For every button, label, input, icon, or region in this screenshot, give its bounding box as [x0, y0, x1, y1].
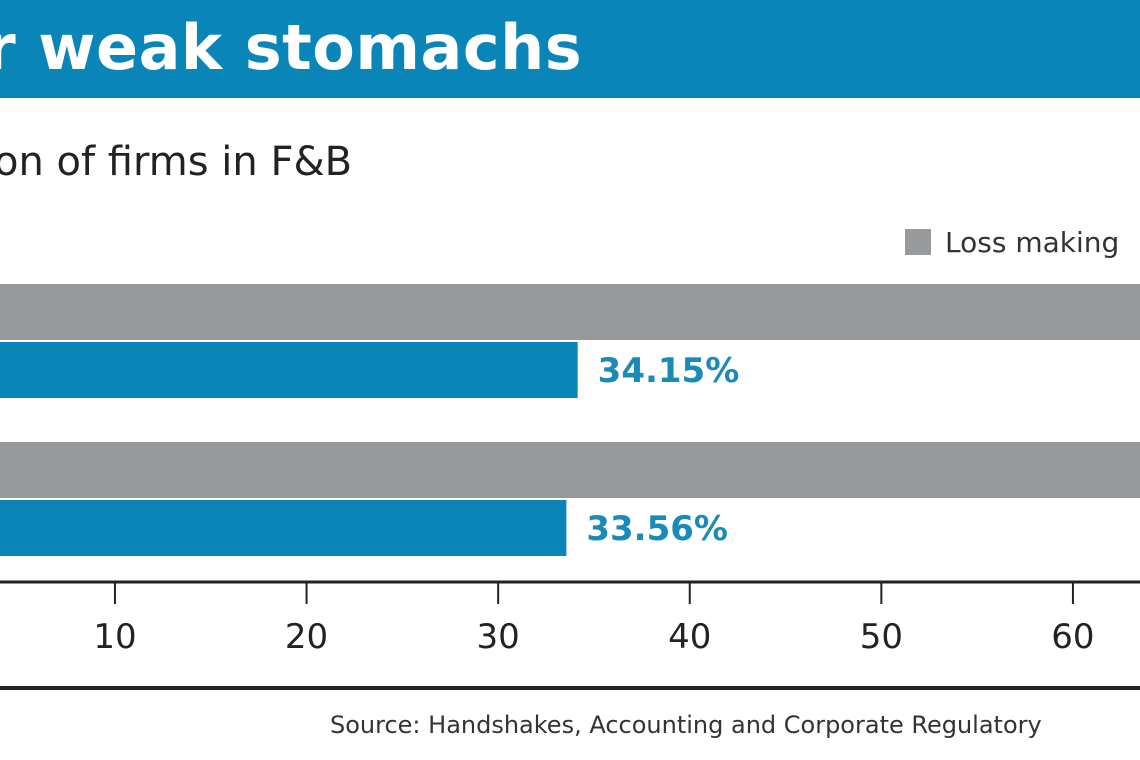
- bar-value-1: [0, 342, 578, 398]
- x-tick-label-40: 40: [668, 617, 711, 657]
- source-note: Source: Handshakes, Accounting and Corpo…: [330, 711, 1042, 739]
- bar-loss-making-1: [0, 284, 1140, 340]
- x-tick-label-30: 30: [477, 617, 520, 657]
- data-label-2: 33.56%: [586, 509, 728, 549]
- bar-value-2: [0, 500, 567, 556]
- data-label-1: 34.15%: [598, 351, 740, 391]
- bar-loss-making-2: [0, 442, 1140, 498]
- x-tick-label-50: 50: [860, 617, 903, 657]
- title-band: or weak stomachs: [0, 0, 1140, 98]
- x-tick-label-10: 10: [93, 617, 136, 657]
- bar-chart: 34.15% 33.56% 10 20 30 40 50 60: [0, 284, 1140, 690]
- legend-label-loss-making: Loss making: [945, 225, 1120, 259]
- chart-subtitle: on of firms in F&B: [0, 139, 353, 185]
- chart-title: or weak stomachs: [0, 11, 583, 84]
- x-tick-label-60: 60: [1051, 617, 1094, 657]
- legend: Loss making: [905, 222, 1119, 262]
- x-tick-label-20: 20: [285, 617, 328, 657]
- legend-swatch-loss-making: [905, 229, 931, 255]
